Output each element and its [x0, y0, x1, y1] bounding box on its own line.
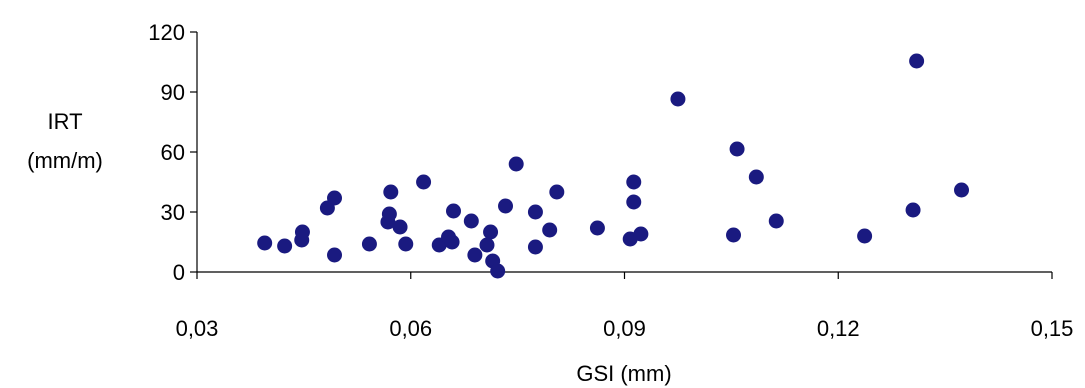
- data-point: [361, 236, 377, 252]
- data-point: [542, 222, 558, 238]
- data-point: [726, 227, 742, 243]
- data-point: [768, 213, 784, 229]
- data-point: [508, 156, 524, 172]
- y-tick-label: 90: [161, 80, 185, 105]
- data-points: [257, 53, 970, 279]
- data-point: [277, 238, 293, 254]
- data-point: [392, 219, 408, 235]
- data-point: [954, 182, 970, 198]
- x-tick-label: 0,09: [603, 316, 646, 341]
- data-point: [748, 169, 764, 185]
- data-point: [626, 194, 642, 210]
- x-axis-title: GSI (mm): [576, 361, 671, 386]
- data-point: [444, 234, 460, 250]
- data-point: [909, 53, 925, 69]
- data-point: [527, 204, 543, 220]
- x-tick-label: 0,15: [1031, 316, 1074, 341]
- data-point: [416, 174, 432, 190]
- data-point: [857, 228, 873, 244]
- data-point: [626, 174, 642, 190]
- data-point: [381, 206, 397, 222]
- x-tick-label: 0,06: [389, 316, 432, 341]
- data-point: [294, 224, 310, 240]
- y-axis-title-line-1: IRT: [47, 109, 82, 134]
- data-point: [498, 198, 514, 214]
- data-point: [463, 213, 479, 229]
- y-tick-label: 60: [161, 140, 185, 165]
- data-point: [383, 184, 399, 200]
- data-point: [467, 247, 483, 263]
- x-ticks: 0,03 0,06 0,09 0,12 0,15: [176, 272, 1074, 341]
- y-axis-title-line-2: (mm/m): [27, 148, 103, 173]
- y-tick-label: 120: [148, 20, 185, 45]
- data-point: [549, 184, 565, 200]
- data-point: [483, 224, 499, 240]
- data-point: [398, 236, 414, 252]
- y-tick-label: 30: [161, 200, 185, 225]
- data-point: [479, 237, 495, 253]
- data-point: [729, 141, 745, 157]
- data-point: [905, 202, 921, 218]
- x-tick-label: 0,03: [176, 316, 219, 341]
- data-point: [257, 235, 273, 251]
- data-point: [446, 203, 461, 219]
- data-point: [633, 226, 649, 242]
- data-point: [589, 220, 605, 236]
- data-point: [527, 239, 543, 255]
- y-tick-label: 0: [173, 260, 185, 285]
- data-point: [327, 190, 343, 206]
- data-point: [670, 91, 686, 107]
- data-point: [327, 247, 343, 263]
- y-ticks: 0 30 60 90 120: [148, 20, 197, 285]
- x-tick-label: 0,12: [817, 316, 860, 341]
- data-point: [490, 263, 506, 279]
